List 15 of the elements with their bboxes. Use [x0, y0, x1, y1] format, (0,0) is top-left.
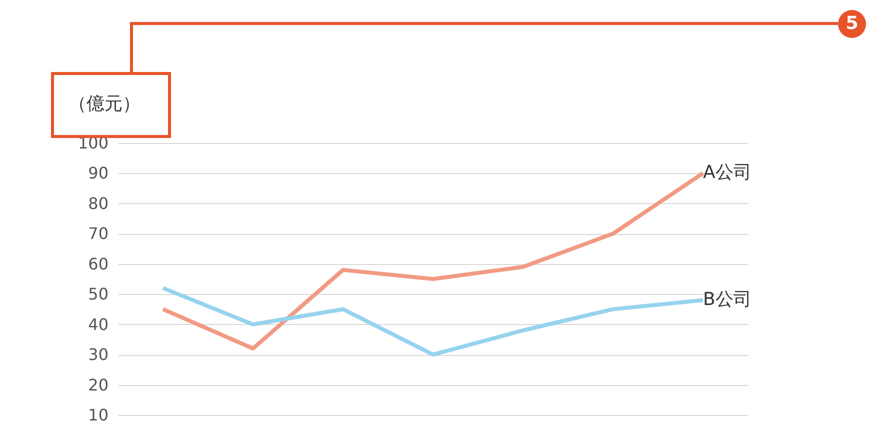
y-tick-label: 50 [88, 284, 108, 304]
line-series [161, 286, 705, 357]
y-axis-title: （億元） [68, 94, 140, 114]
series-label: A公司 [703, 162, 752, 184]
y-tick-label: 30 [88, 345, 108, 364]
y-tick-label: 20 [88, 375, 108, 394]
y-tick-label: 10 [88, 406, 108, 423]
y-tick-label: 90 [88, 164, 108, 183]
series-label: B公司 [703, 289, 752, 310]
y-tick-label: 80 [88, 194, 108, 213]
y-tick-label: 40 [88, 314, 108, 334]
y-tick-label: 70 [88, 224, 108, 244]
text: 5 [838, 10, 866, 38]
line-series [161, 171, 705, 351]
y-tick-label: 60 [88, 254, 108, 274]
